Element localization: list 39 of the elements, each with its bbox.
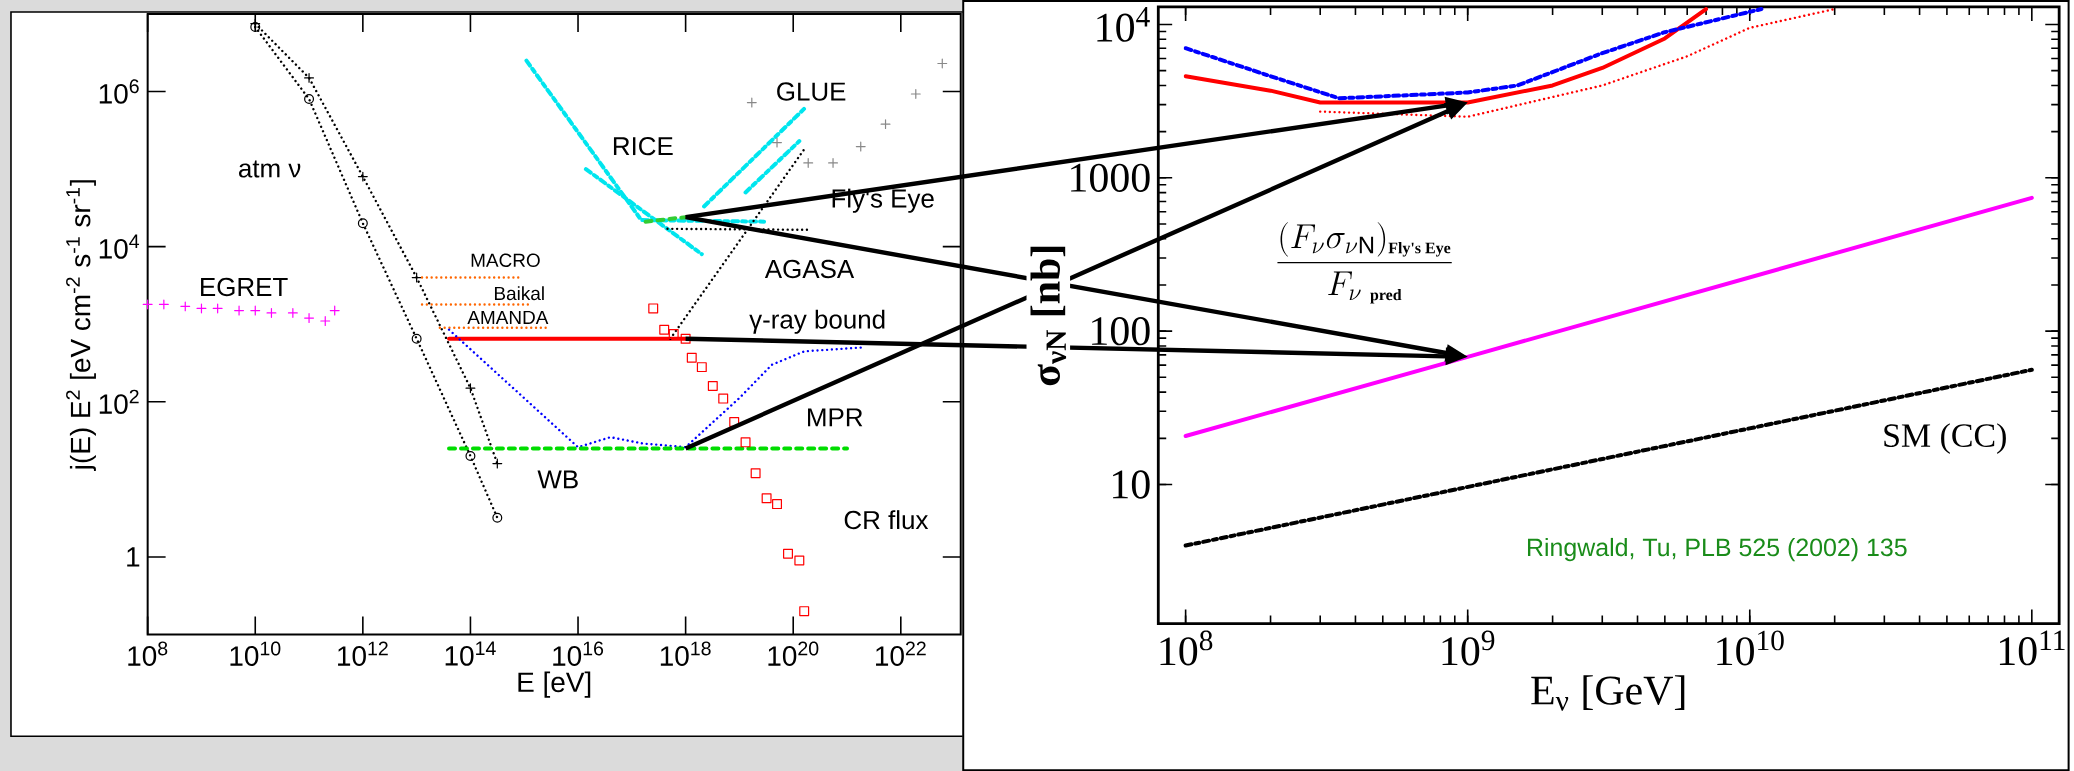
x-tick-label: 10$^{9}$ bbox=[1442, 630, 1495, 666]
y-tick-label: 10$^{2}$ bbox=[99, 389, 139, 414]
y-tick-label: 1 bbox=[127, 547, 140, 567]
annotation: EGRET bbox=[201, 277, 288, 297]
annotation: AGASA bbox=[764, 259, 855, 279]
annotation: SM (CC) bbox=[1884, 423, 2006, 454]
x-tick-label: 10$^{10}$ bbox=[230, 641, 281, 666]
x-tick-label: 10$^{11}$ bbox=[1999, 630, 2065, 666]
annotation: $\frac{(F_{\nu}\sigma_{\nu \mathrm{N}})_{\text{\bfseries\footnotesize Fly's Eye}}}{F_{\nu\ \text{\bfseries\footnotesize pred}}}$ bbox=[1277, 222, 1452, 304]
x-tick-label: 10$^{12}$ bbox=[338, 641, 388, 666]
y-axis-title: σ$_{νN}$ [nb] bbox=[1030, 246, 1067, 386]
x-tick-label: 10$^{20}$ bbox=[768, 641, 819, 666]
x-axis-title: E$_{ν}$ [GeV] bbox=[1531, 675, 1685, 711]
y-tick-label: 1000 bbox=[1071, 163, 1150, 192]
x-tick-label: 10$^{18}$ bbox=[660, 641, 711, 666]
annotation: GLUE bbox=[777, 82, 846, 101]
y-tick-label: 10 bbox=[1113, 470, 1150, 499]
annotation: AMANDA bbox=[467, 310, 549, 324]
annotation: Baikal bbox=[494, 286, 544, 301]
y-tick-label: 100 bbox=[1092, 316, 1150, 346]
y-tick-label: 10$^{6}$ bbox=[99, 79, 139, 104]
annotation: WB bbox=[537, 470, 578, 489]
x-tick-label: 10$^{14}$ bbox=[445, 641, 496, 666]
x-tick-label: 10$^{10}$ bbox=[1717, 630, 1784, 666]
annotation: RICE bbox=[613, 136, 673, 156]
x-tick-label: 10$^{16}$ bbox=[553, 641, 604, 666]
x-tick-label: 10$^{8}$ bbox=[128, 641, 168, 666]
annotation: MPR bbox=[808, 408, 863, 427]
y-tick-label: 10$^{4}$ bbox=[1097, 6, 1150, 42]
annotation: Ringwald, Tu, PLB 525 (2002) 135 bbox=[1527, 537, 1907, 562]
annotation: γ-ray bound bbox=[749, 309, 885, 334]
x-tick-label: 10$^{22}$ bbox=[876, 641, 926, 666]
annotation: atm ν bbox=[239, 160, 301, 178]
x-tick-label: 10$^{8}$ bbox=[1160, 630, 1213, 666]
text: j(E) E$^{2}$ [eV cm$^{-2}$ s$^{-1}$ sr$^{-1}$] bbox=[66, 180, 96, 471]
x-axis-title: E [eV] bbox=[518, 671, 591, 698]
y-tick-label: 10$^{4}$ bbox=[99, 234, 140, 259]
annotation: MACRO bbox=[471, 253, 540, 267]
annotation: CR flux bbox=[844, 510, 929, 530]
